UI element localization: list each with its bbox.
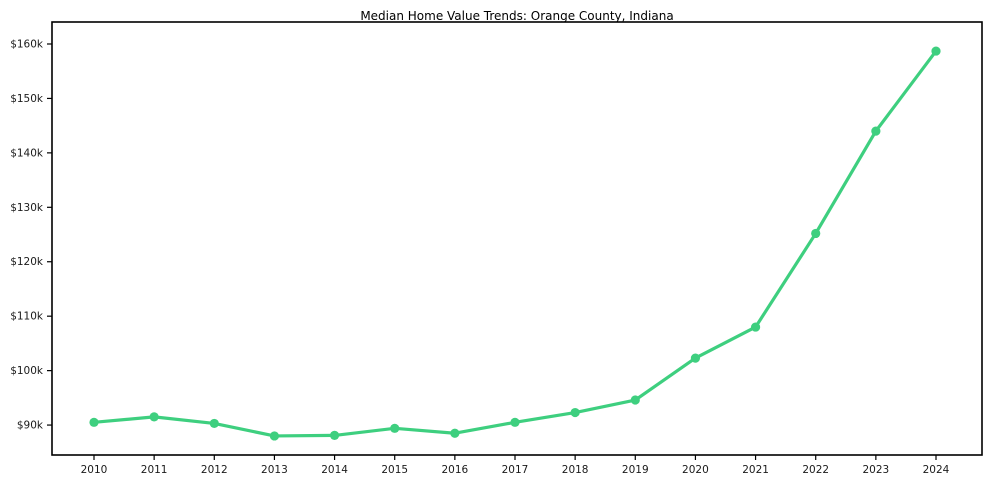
data-point: [269, 431, 280, 441]
x-tick-label: 2012: [201, 464, 228, 476]
x-tick-label: 2016: [441, 464, 468, 476]
x-tick-label: 2013: [261, 464, 288, 476]
x-tick-label: 2019: [622, 464, 649, 476]
y-tick-label: $150k: [10, 93, 44, 105]
y-tick-label: $120k: [10, 256, 44, 268]
x-tick-label: 2017: [502, 464, 529, 476]
y-tick-label: $90k: [17, 420, 44, 432]
data-point: [209, 418, 219, 429]
y-tick-label: $110k: [10, 311, 44, 323]
plot-border: [51, 21, 983, 456]
x-tick-label: 2021: [742, 464, 769, 476]
x-tick-label: 2023: [862, 464, 889, 476]
y-tick-label: $130k: [10, 202, 44, 214]
data-point: [630, 395, 640, 405]
data-point: [149, 412, 159, 422]
y-tick-label: $160k: [10, 38, 44, 50]
data-point: [690, 353, 701, 363]
x-tick-label: 2010: [81, 464, 108, 476]
x-tick-label: 2014: [321, 464, 348, 476]
data-point: [329, 430, 340, 441]
data-point: [750, 322, 761, 332]
trend-line: [92, 49, 938, 438]
x-tick-label: 2015: [381, 464, 408, 476]
y-tick-label: $100k: [10, 365, 44, 377]
data-point: [570, 407, 580, 418]
y-tick-label: $140k: [10, 147, 44, 159]
chart-title: Median Home Value Trends: Orange County,…: [360, 9, 674, 23]
data-point: [390, 423, 400, 433]
data-point: [931, 46, 941, 56]
x-tick-label: 2024: [923, 464, 950, 476]
data-point: [89, 417, 99, 427]
x-tick-label: 2018: [562, 464, 589, 476]
data-point: [510, 417, 520, 427]
data-point: [450, 428, 460, 438]
x-tick-label: 2022: [802, 464, 829, 476]
data-point: [811, 228, 821, 239]
x-tick-label: 2020: [682, 464, 709, 476]
data-point: [871, 126, 881, 136]
x-tick-label: 2011: [141, 464, 168, 476]
